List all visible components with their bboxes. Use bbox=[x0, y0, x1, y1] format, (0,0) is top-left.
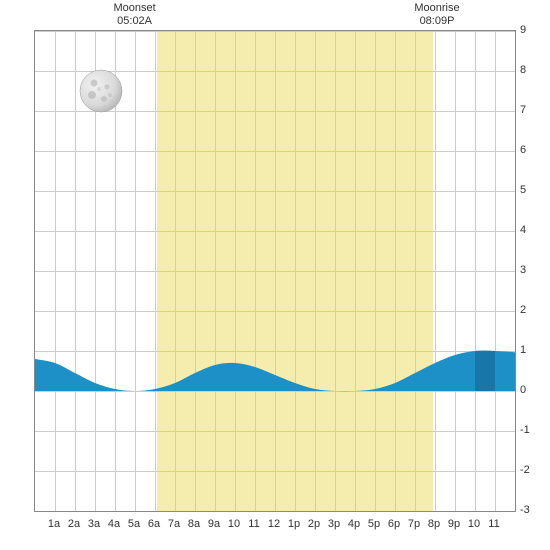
x-tick-label: 12 bbox=[268, 518, 280, 530]
x-tick-label: 1p bbox=[288, 518, 300, 530]
x-tick-label: 2a bbox=[68, 518, 80, 530]
y-tick-label: 6 bbox=[520, 144, 526, 156]
y-tick-label: 3 bbox=[520, 264, 526, 276]
tide-chart: 1a2a3a4a5a6a7a8a9a1011121p2p3p4p5p6p7p8p… bbox=[0, 0, 550, 550]
x-tick-label: 1a bbox=[48, 518, 60, 530]
x-tick-label: 7a bbox=[168, 518, 180, 530]
moonrise-time: 08:09P bbox=[414, 15, 459, 28]
y-tick-label: 4 bbox=[520, 224, 526, 236]
x-tick-label: 10 bbox=[468, 518, 480, 530]
x-tick-label: 11 bbox=[488, 518, 499, 530]
x-tick-label: 3a bbox=[88, 518, 100, 530]
plot-area bbox=[34, 30, 516, 512]
x-tick-label: 4a bbox=[108, 518, 120, 530]
y-tick-label: 9 bbox=[520, 24, 526, 36]
x-tick-label: 2p bbox=[308, 518, 320, 530]
y-tick-label: 8 bbox=[520, 64, 526, 76]
x-tick-label: 6a bbox=[148, 518, 160, 530]
moon-icon bbox=[79, 69, 123, 113]
x-tick-label: 5p bbox=[368, 518, 380, 530]
moonset-time: 05:02A bbox=[113, 15, 155, 28]
moonrise-label: Moonrise 08:09P bbox=[414, 2, 459, 28]
x-tick-label: 10 bbox=[228, 518, 240, 530]
y-tick-label: 2 bbox=[520, 304, 526, 316]
y-tick-label: 5 bbox=[520, 184, 526, 196]
x-tick-label: 11 bbox=[248, 518, 259, 530]
y-tick-label: -3 bbox=[520, 504, 530, 516]
x-tick-label: 8a bbox=[188, 518, 200, 530]
x-tick-label: 6p bbox=[388, 518, 400, 530]
y-tick-label: 1 bbox=[520, 344, 526, 356]
y-tick-label: 7 bbox=[520, 104, 526, 116]
x-tick-label: 4p bbox=[348, 518, 360, 530]
y-tick-label: 0 bbox=[520, 384, 526, 396]
x-tick-label: 8p bbox=[428, 518, 440, 530]
x-tick-label: 3p bbox=[328, 518, 340, 530]
x-tick-label: 9a bbox=[208, 518, 220, 530]
moonset-label: Moonset 05:02A bbox=[113, 2, 155, 28]
moonset-title: Moonset bbox=[113, 2, 155, 15]
moonrise-title: Moonrise bbox=[414, 2, 459, 15]
x-tick-label: 5a bbox=[128, 518, 140, 530]
x-tick-label: 7p bbox=[408, 518, 420, 530]
x-tick-label: 9p bbox=[448, 518, 460, 530]
y-tick-label: -2 bbox=[520, 464, 530, 476]
y-tick-label: -1 bbox=[520, 424, 530, 436]
